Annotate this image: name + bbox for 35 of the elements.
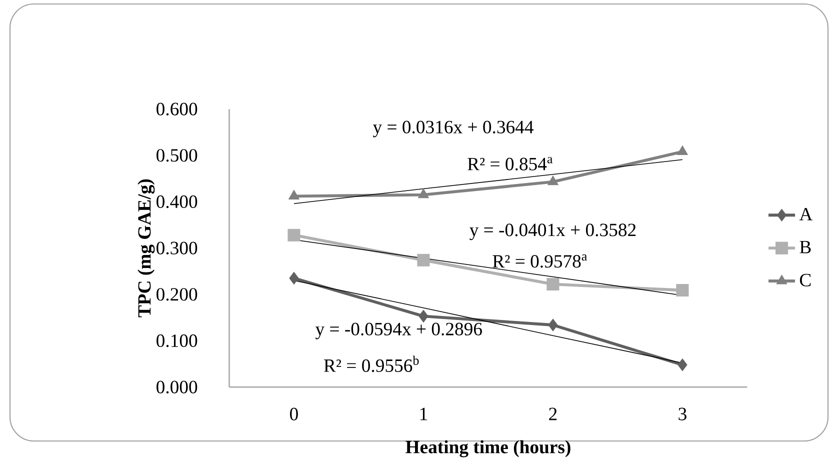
legend-label: B bbox=[800, 241, 811, 254]
x-tick-label: 1 bbox=[420, 408, 428, 420]
x-tick-label: 3 bbox=[678, 408, 686, 420]
x-tick-label: 2 bbox=[549, 408, 557, 420]
y-tick-label: 0.000 bbox=[156, 380, 198, 394]
annotation: y = -0.0594x + 0.2896 bbox=[315, 322, 482, 340]
y-tick-label: 0.300 bbox=[156, 242, 198, 255]
y-tick-label: 0.200 bbox=[156, 288, 198, 301]
y-tick-label: 0.500 bbox=[156, 149, 198, 162]
point bbox=[417, 254, 430, 267]
legend-label: C bbox=[800, 274, 811, 287]
point bbox=[418, 188, 429, 198]
point bbox=[677, 146, 688, 156]
annotation: R² = 0.9556$^{b}$ bbox=[324, 356, 419, 372]
point bbox=[548, 318, 558, 332]
point bbox=[288, 190, 300, 200]
line-series bbox=[294, 159, 683, 204]
point bbox=[547, 176, 558, 186]
x-axis-title: Heating time (hours) bbox=[406, 440, 570, 458]
y-tick-label: 0.600 bbox=[156, 102, 198, 116]
point bbox=[678, 358, 688, 372]
point bbox=[418, 310, 428, 323]
point bbox=[289, 272, 299, 285]
x-tick-label: 0 bbox=[290, 408, 298, 421]
annotation: y = -0.0401x + 0.3582 bbox=[470, 224, 636, 240]
y-tick-label: 0.100 bbox=[156, 334, 198, 348]
annotation: R² = 0.854$^{a}$ bbox=[468, 157, 553, 171]
annotation: R² = 0.9578$^{a}$ bbox=[492, 254, 588, 268]
point bbox=[676, 284, 689, 297]
y-axis-title: TPC (mg GAE/g) bbox=[138, 180, 155, 318]
point bbox=[546, 278, 560, 291]
y-tick-label: 0.400 bbox=[156, 196, 198, 208]
annotation: y = 0.0316x + 0.3644 bbox=[372, 120, 534, 138]
legend-label: A bbox=[799, 208, 813, 220]
point bbox=[288, 228, 300, 242]
